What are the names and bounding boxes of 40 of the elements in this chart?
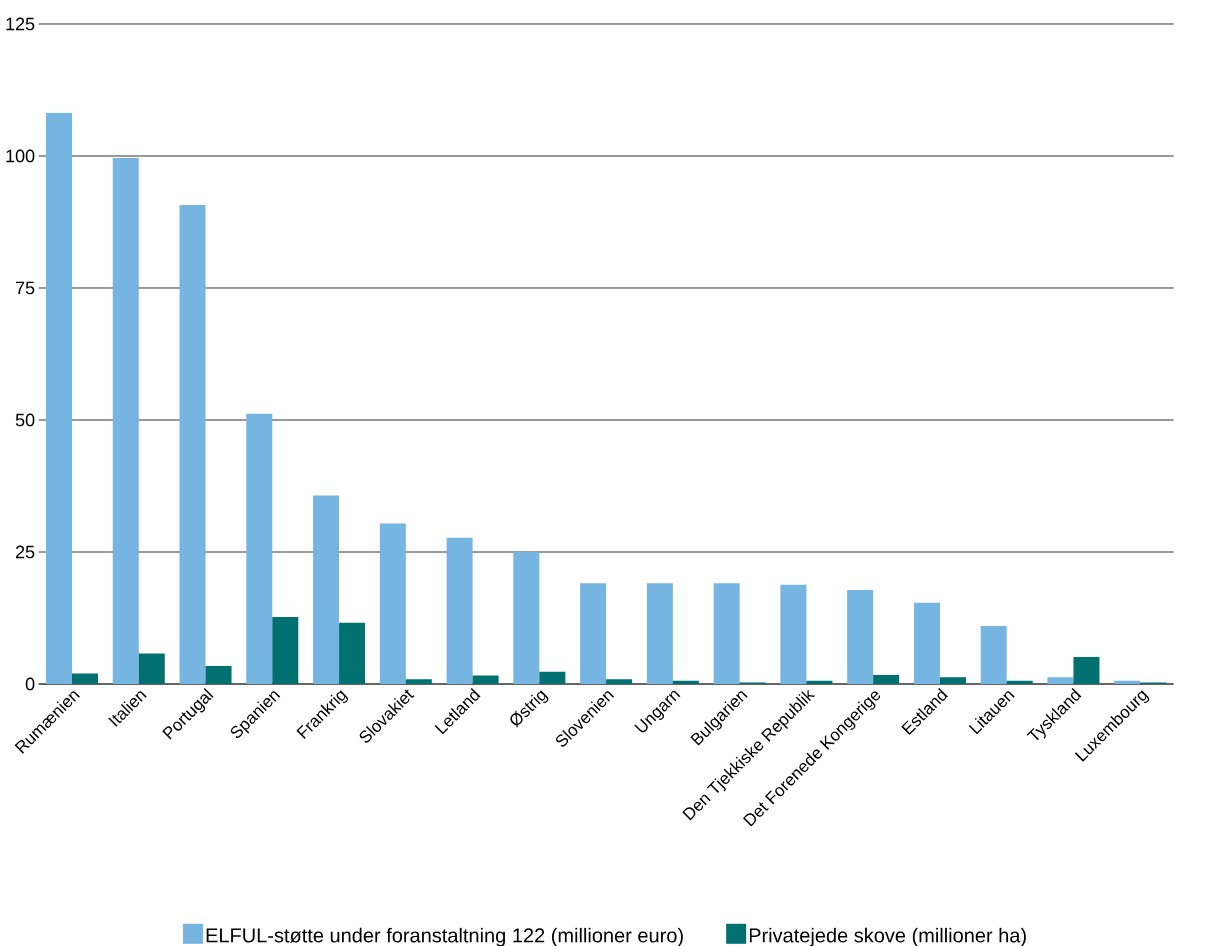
bar xyxy=(713,583,740,684)
bar xyxy=(873,675,900,684)
bar xyxy=(939,677,966,684)
bar xyxy=(138,653,165,684)
bar xyxy=(472,675,499,684)
y-tick-label: 0 xyxy=(25,677,35,691)
bar xyxy=(1073,657,1100,684)
bar xyxy=(112,158,139,684)
bar xyxy=(980,625,1007,684)
y-tick-label: 50 xyxy=(15,413,35,427)
bar xyxy=(313,495,340,684)
y-tick-label: 25 xyxy=(15,545,35,559)
bar xyxy=(780,584,807,684)
bar xyxy=(72,673,98,684)
bar xyxy=(539,671,566,684)
bar xyxy=(179,205,206,684)
bar xyxy=(1047,677,1074,684)
bar xyxy=(339,622,366,684)
bar xyxy=(847,590,874,684)
bar xyxy=(913,602,940,684)
bar xyxy=(205,666,232,684)
bar xyxy=(405,679,432,684)
bar xyxy=(272,616,299,684)
y-tick-label: 75 xyxy=(15,281,35,295)
legend-label: ELFUL-støtte under foranstaltning 122 (millioner euro) xyxy=(206,927,683,946)
bar xyxy=(646,583,673,684)
bar xyxy=(446,537,473,684)
bar xyxy=(46,112,72,684)
bar xyxy=(806,680,833,684)
bar xyxy=(379,523,406,684)
y-tick-label: 125 xyxy=(6,17,35,31)
y-tick-label: 100 xyxy=(6,149,35,163)
bar xyxy=(672,680,699,684)
legend-label: Privatejede skove (millioner ha) xyxy=(749,927,1026,946)
bar xyxy=(513,552,540,684)
bar xyxy=(246,413,273,684)
bar xyxy=(1006,680,1033,684)
bar xyxy=(1114,680,1141,684)
bar xyxy=(606,679,633,684)
bar xyxy=(580,583,607,684)
